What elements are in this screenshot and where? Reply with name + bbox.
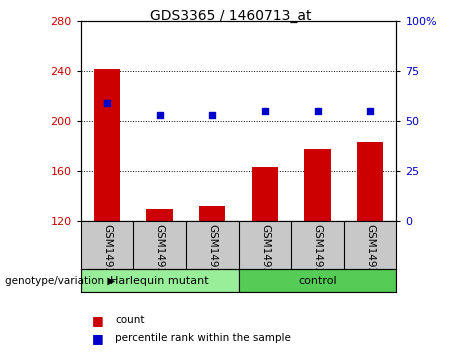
Text: GSM149364: GSM149364 xyxy=(313,224,323,287)
Bar xyxy=(199,206,225,221)
Point xyxy=(261,108,269,114)
Text: GSM149362: GSM149362 xyxy=(207,224,217,287)
Point xyxy=(314,108,321,114)
Text: control: control xyxy=(298,275,337,286)
Point xyxy=(103,101,111,106)
Bar xyxy=(357,143,383,221)
Point xyxy=(366,108,374,114)
Text: GSM149365: GSM149365 xyxy=(365,224,375,287)
Text: ■: ■ xyxy=(92,332,104,344)
Point xyxy=(156,113,163,118)
Text: GDS3365 / 1460713_at: GDS3365 / 1460713_at xyxy=(150,9,311,23)
Bar xyxy=(239,269,396,292)
Bar xyxy=(147,209,173,221)
Text: Harlequin mutant: Harlequin mutant xyxy=(110,275,209,286)
Bar xyxy=(252,167,278,221)
Text: GSM149361: GSM149361 xyxy=(154,224,165,287)
Text: ■: ■ xyxy=(92,314,104,327)
Bar xyxy=(304,149,331,221)
Text: GSM149360: GSM149360 xyxy=(102,224,112,287)
Text: percentile rank within the sample: percentile rank within the sample xyxy=(115,333,291,343)
Text: genotype/variation ▶: genotype/variation ▶ xyxy=(5,276,115,286)
Bar xyxy=(94,69,120,221)
Bar xyxy=(81,269,239,292)
Text: count: count xyxy=(115,315,145,325)
Text: GSM149363: GSM149363 xyxy=(260,224,270,287)
Point xyxy=(208,113,216,118)
